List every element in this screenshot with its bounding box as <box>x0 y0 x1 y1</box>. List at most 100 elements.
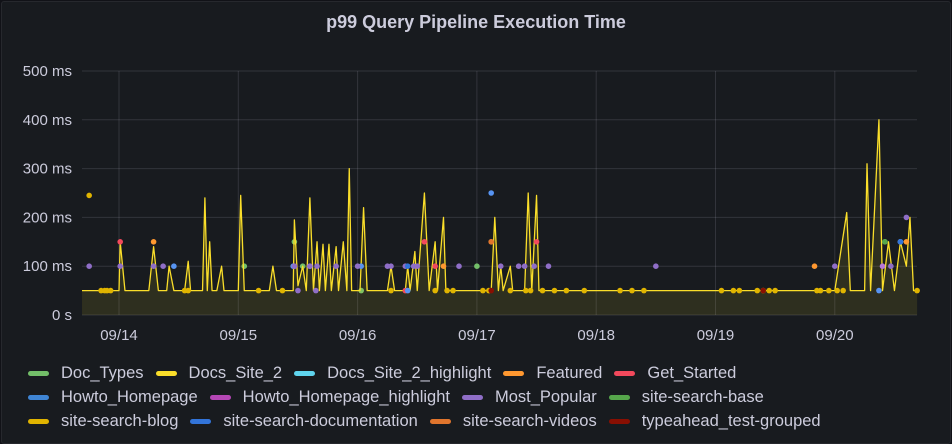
data-point-site-search-blog <box>772 287 778 294</box>
legend-item[interactable]: Featured <box>503 364 602 383</box>
legend-label: Docs_Site_2 <box>188 363 283 382</box>
legend-swatch-icon <box>28 418 49 424</box>
data-point-most-popular <box>333 263 339 270</box>
y-tick-label: 400 ms <box>23 112 72 129</box>
data-point-typeahead-test-grouped <box>760 287 767 294</box>
y-tick-label: 0 s <box>52 307 72 324</box>
data-point-howto-homepage <box>876 287 882 294</box>
y-tick-label: 300 ms <box>23 161 72 178</box>
data-point-howto-homepage <box>488 190 495 196</box>
data-point-most-popular <box>456 263 462 270</box>
y-tick-label: 200 ms <box>23 209 72 226</box>
data-point-site-search-videos <box>488 239 495 245</box>
data-point-most-popular <box>388 263 394 270</box>
data-point-most-popular <box>531 263 537 270</box>
data-point-site-search-blog <box>432 287 438 294</box>
legend-swatch-icon <box>28 394 49 400</box>
legend-label: site-search-documentation <box>223 411 418 430</box>
data-point-site-search-blog <box>834 287 840 294</box>
data-point-site-search-blog <box>279 287 286 294</box>
legend-swatch-icon <box>614 370 636 376</box>
data-point-most-popular <box>291 263 298 270</box>
legend-swatch-icon <box>608 394 630 400</box>
y-tick-label: 500 ms <box>23 63 72 80</box>
data-point-howto-homepage <box>171 263 177 270</box>
data-point-most-popular <box>313 287 319 294</box>
x-tick-label: 09/15 <box>220 327 258 344</box>
data-point-site-search-blog <box>527 287 534 294</box>
data-point-site-search-blog <box>817 287 824 294</box>
data-point-site-search-blog <box>523 287 529 294</box>
series-line-docs-site-2 <box>82 119 918 292</box>
data-point-most-popular <box>414 263 421 270</box>
data-point-most-popular <box>314 263 320 270</box>
data-point-get-started <box>432 263 438 270</box>
legend-swatch-icon <box>294 370 316 376</box>
data-point-typeahead-test-grouped <box>488 287 495 294</box>
legend-item[interactable]: site-search-blog <box>28 412 178 431</box>
legend-swatch-icon <box>155 370 177 376</box>
legend-row: site-search-blog site-search-documentatio… <box>28 409 938 433</box>
legend-item[interactable]: Get_Started <box>614 364 736 383</box>
legend-swatch-icon <box>461 394 483 400</box>
data-point-site-search-blog <box>641 287 647 294</box>
data-point-get-started <box>117 239 123 245</box>
legend-item[interactable]: site-search-base <box>608 388 764 407</box>
data-point-site-search-blog <box>480 287 486 294</box>
legend-label: typeahead_test-grouped <box>641 411 821 430</box>
data-point-site-search-blog <box>563 287 570 294</box>
data-point-site-search-blog <box>255 287 262 294</box>
data-point-site-search-blog <box>450 287 456 294</box>
x-tick-label: 09/20 <box>816 327 854 344</box>
data-point-site-search-blog <box>736 287 743 294</box>
data-point-site-search-blog <box>617 287 623 294</box>
data-point-most-popular <box>653 263 659 270</box>
data-point-site-search-blog <box>730 287 737 294</box>
data-point-site-search-blog <box>388 287 394 294</box>
x-tick-label: 09/14 <box>100 327 138 344</box>
data-point-site-search-blog <box>185 287 191 294</box>
legend-item[interactable]: typeahead_test-grouped <box>608 411 821 431</box>
data-point-howto-homepage-highlight <box>879 263 886 270</box>
data-point-most-popular <box>497 263 504 270</box>
data-point-howto-homepage <box>404 287 411 294</box>
x-tick-label: 09/17 <box>458 327 496 344</box>
y-tick-label: 100 ms <box>23 258 72 275</box>
chart-svg[interactable]: 0 s 100 ms 200 ms 300 ms 400 ms 500 ms 09/14 09… <box>0 0 952 360</box>
legend-row: Doc_Types Docs_Site_2 Docs_Site_2_highligh… <box>28 361 938 385</box>
legend-item[interactable]: Howto_Homepage_highlight <box>209 387 450 407</box>
legend-label: Howto_Homepage_highlight <box>242 387 450 406</box>
legend-item[interactable]: Howto_Homepage <box>28 388 198 407</box>
data-point-site-search-documentation <box>897 239 904 245</box>
data-point-featured <box>440 263 447 270</box>
data-point-site-search-blog <box>551 287 558 294</box>
data-point-most-popular <box>521 263 528 270</box>
data-point-site-search-blog <box>539 287 546 294</box>
legend-item[interactable]: Most_Popular <box>461 388 597 407</box>
legend-swatch-icon <box>608 418 630 424</box>
legend-item[interactable]: Doc_Types <box>28 364 144 383</box>
legend-label: Docs_Site_2_highlight <box>327 363 492 382</box>
data-point-most-popular <box>832 263 838 270</box>
legend-swatch-icon <box>503 370 525 376</box>
panel-title[interactable]: p99 Query Pipeline Execution Time <box>326 12 626 32</box>
data-point-site-search-documentation <box>404 263 411 270</box>
legend-item[interactable]: Docs_Site_2 <box>155 363 283 383</box>
data-point-site-search-blog <box>840 287 846 294</box>
legend-label: site-search-blog <box>61 411 179 430</box>
data-point-get-started <box>421 239 428 245</box>
legend-item[interactable]: site-search-documentation <box>190 411 418 431</box>
data-point-site-search-blog <box>629 287 635 294</box>
data-point-site-search-blog <box>754 287 761 294</box>
x-tick-label: 09/18 <box>577 327 615 344</box>
legend-item[interactable]: Docs_Site_2_highlight <box>294 364 491 383</box>
data-point-site-search-blog <box>507 287 514 294</box>
data-point-featured <box>150 239 157 245</box>
data-point-site-search-blog <box>914 287 920 294</box>
data-point-site-search-blog <box>444 287 450 294</box>
data-point-site-search-blog <box>86 192 92 199</box>
data-point-most-popular <box>150 263 157 270</box>
legend-swatch-icon <box>209 394 231 400</box>
legend-item[interactable]: site-search-videos <box>429 412 597 431</box>
